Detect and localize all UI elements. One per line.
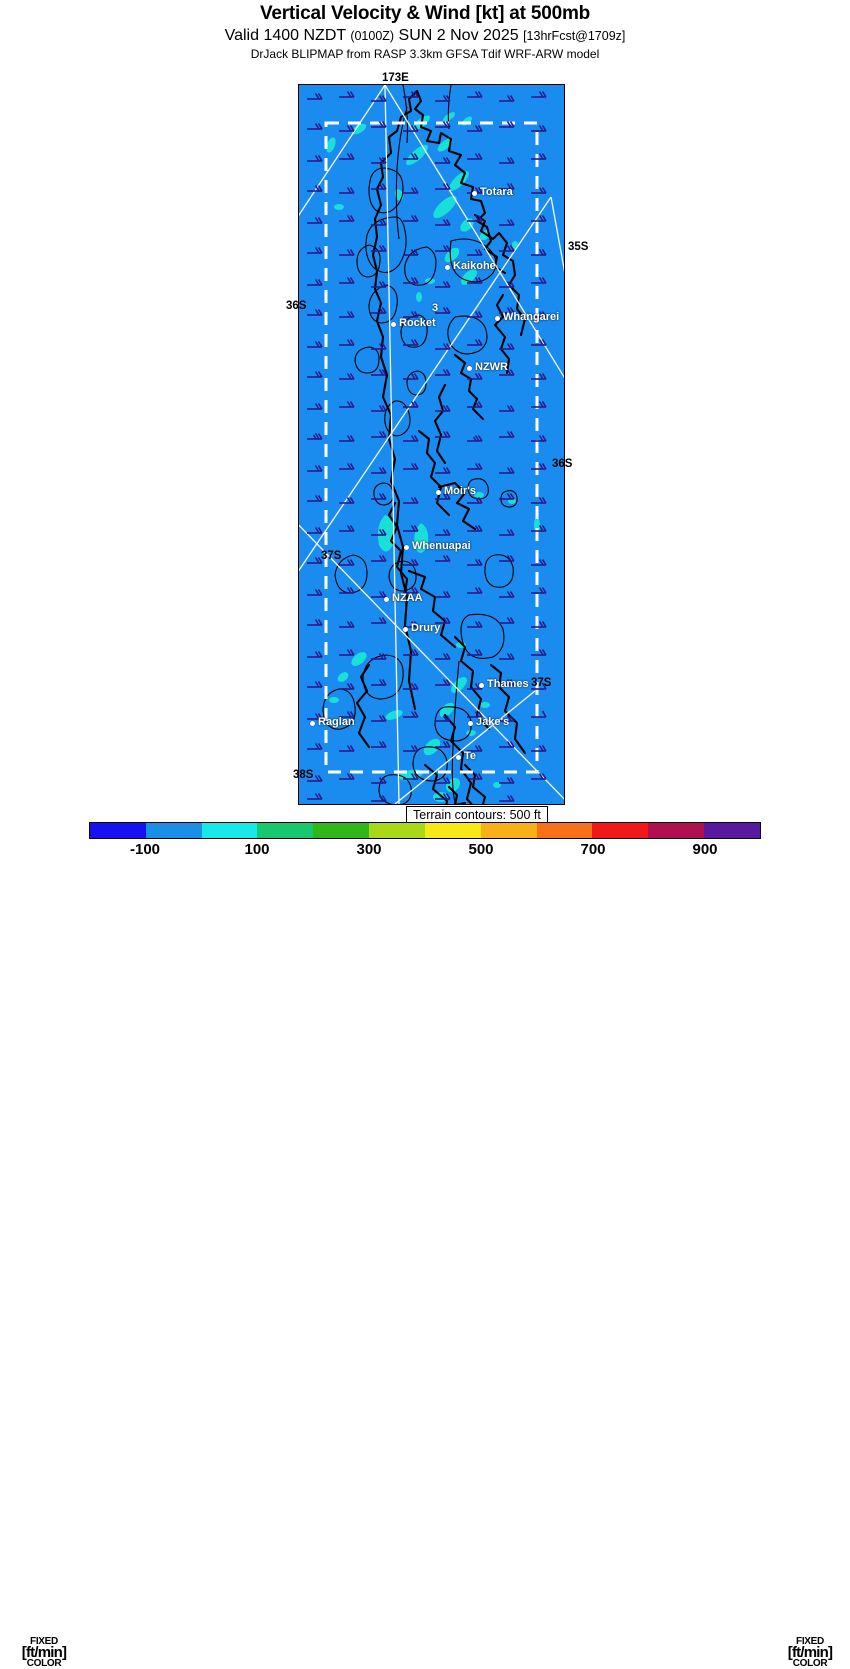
graticule-label: 173E [382,72,409,84]
weather-map[interactable]: Totara Kaikohe 3 Rocket Whangarei NZWR Moir's W… [298,84,565,805]
station-label: Drury [411,622,441,634]
colorbar-tick: 700 [580,841,606,858]
station-label: Jake's [476,716,510,728]
station-dot [467,366,472,371]
graticule-label: 37S [531,677,552,689]
colorbar-tick: 500 [468,841,494,858]
graticule-label: 36S [286,300,307,312]
station-dot [403,627,408,632]
color-legend: FIXED [ft/min] COLOR -100 100 300 500 700 900… [0,818,850,1669]
colorbar-swatch-7[interactable] [480,823,537,838]
graticule-label: 37S [321,550,342,562]
station-label: Whenuapai [412,540,471,552]
station-dot [495,316,500,321]
station-label: Raglan [318,716,355,728]
legend-fixed-label-right: FIXED [796,1636,824,1647]
colorbar-swatch-9[interactable] [592,823,649,838]
terrain-contour-note: Terrain contours: 500 ft [406,806,548,825]
colorbar-swatch-5[interactable] [369,823,425,838]
station-dot [404,545,409,550]
coastline [355,89,527,804]
graticule-label: 38S [293,769,314,781]
title-block: Vertical Velocity & Wind [kt] at 500mb V… [0,0,850,62]
legend-unit-right: FIXED [ft/min] COLOR [772,1636,848,1669]
legend-color-label-right: COLOR [792,1658,828,1669]
colorbar[interactable] [89,822,761,839]
colorbar-swatch-6[interactable] [424,823,481,838]
colorbar-tick: 900 [692,841,718,858]
colorbar-swatch-0[interactable] [90,823,146,838]
station-dot [456,755,461,760]
page-title: Vertical Velocity & Wind [kt] at 500mb [259,3,591,24]
station-dot [479,683,484,688]
station-label: NZAA [392,592,423,604]
legend-color-label-left: COLOR [26,1658,62,1669]
colorbar-swatch-2[interactable] [201,823,258,838]
map-canvas [299,85,564,804]
terrain-contours [322,85,518,804]
station-label: Kaikohe [453,260,496,272]
station-label: Te [464,750,477,762]
colorbar-swatch-8[interactable] [536,823,593,838]
station-dot [445,265,450,270]
station-label: 3 [432,302,439,314]
colorbar-tick: 100 [244,841,270,858]
graticule-label: 35S [568,241,589,253]
colorbar-swatch-3[interactable] [257,823,314,838]
legend-fixed-label-left: FIXED [30,1636,58,1647]
station-dot [391,322,396,327]
graticule-label: 36S [552,458,573,470]
forecast-tag: [13hrFcst@1709z] [523,29,626,43]
station-label: Rocket [399,317,436,329]
valid-date: SUN 2 Nov 2025 [398,27,519,44]
valid-prefix: Valid 1400 NZDT [224,27,346,44]
station-dot [436,490,441,495]
colorbar-swatch-11[interactable] [704,823,760,838]
legend-unit-label-left: [ft/min] [21,1644,67,1661]
colorbar-swatch-1[interactable] [145,823,202,838]
station-dot [472,191,477,196]
colorbar-swatch-4[interactable] [313,823,370,838]
colorbar-tick: -100 [129,841,161,858]
graticule [299,85,564,804]
station-label: Moir's [444,485,476,497]
station-label: Thames [487,678,529,690]
model-description: DrJack BLIPMAP from RASP 3.3km GFSA Tdif… [250,47,600,61]
colorbar-swatch-10[interactable] [648,823,705,838]
station-label: Whangarei [503,311,560,323]
legend-unit-label-right: [ft/min] [787,1644,833,1661]
colorbar-tick: 300 [356,841,382,858]
domain-box [324,121,539,774]
valid-time-line: Valid 1400 NZDT (0100Z) SUN 2 Nov 2025 [… [0,26,850,46]
station-label: NZWR [475,361,508,373]
legend-unit-left: FIXED [ft/min] COLOR [6,1636,82,1669]
valid-zulu: (0100Z) [350,29,395,43]
colorbar-tick-labels: -100 100 300 500 700 900 [89,841,761,861]
station-label: Totara [480,186,513,198]
station-dot [384,597,389,602]
station-dot [310,721,315,726]
station-dot [468,721,473,726]
